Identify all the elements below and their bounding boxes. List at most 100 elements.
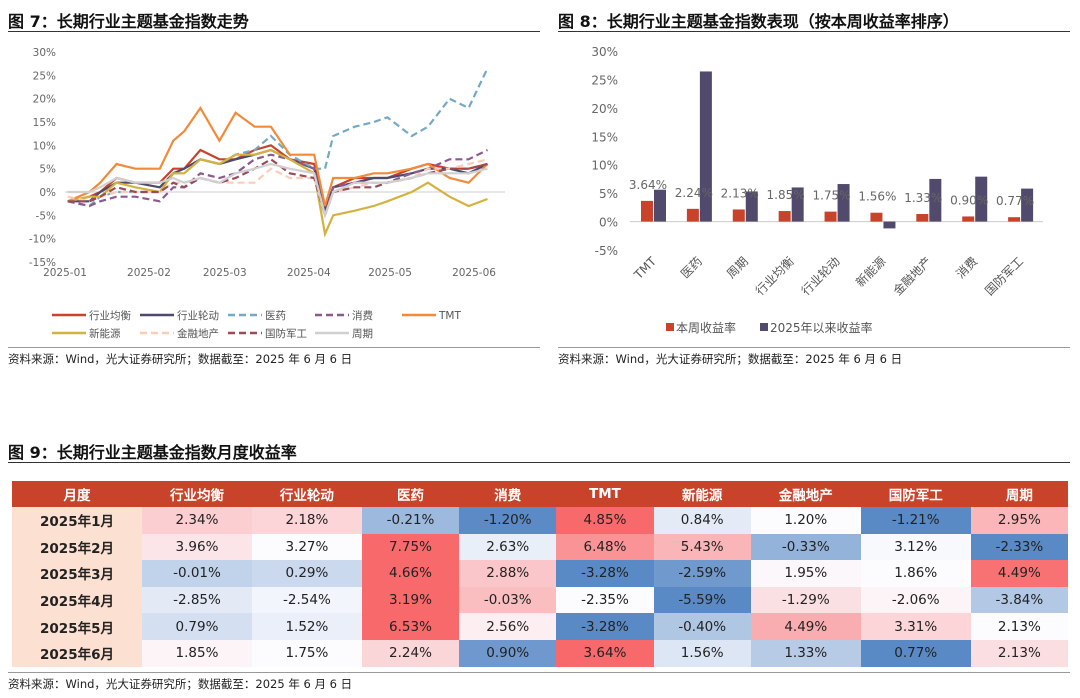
return-cell: 1.33% [750,639,861,667]
bar-ytd [745,191,758,222]
x-tick-label: 医药 [678,254,705,281]
return-cell: -1.29% [750,586,861,614]
return-cell: -0.03% [459,586,557,614]
return-cell: 4.49% [750,613,861,640]
table-row: 2025年1月 2.34% 2.18% -0.21% -1.20% 4.85% 0.84% 1… [12,507,1068,534]
bar-week [824,211,837,222]
y-tick-label: 15% [33,117,56,129]
y-tick-label: 25% [33,70,56,82]
figure-9-source: 资料来源：Wind，光大证券研究所；数据截至：2025 年 6 月 6 日 [8,672,1070,692]
series-line-0 [67,144,488,215]
y-tick-label: -10% [29,234,56,246]
x-tick-label: 新能源 [852,254,888,290]
return-cell: 3.19% [361,586,460,614]
month-cell: 2025年5月 [12,613,142,640]
bar-ytd [1021,188,1034,222]
x-tick-label: 2025-02 [127,267,171,279]
return-cell: -2.35% [556,586,654,614]
legend-swatch [760,323,768,331]
return-cell: 1.52% [251,613,362,640]
data-label: 0.90% [950,193,988,207]
y-tick-label: -5% [595,244,618,258]
month-cell: 2025年3月 [12,560,142,587]
y-tick-label: 30% [591,45,618,59]
figure-7-source: 资料来源：Wind，光大证券研究所；数据截至：2025 年 6 月 6 日 [8,347,540,367]
return-cell: 4.66% [361,560,460,587]
return-cell: -0.40% [653,613,751,640]
x-tick-label: TMT [631,254,660,283]
bar-week [732,209,745,222]
month-cell: 2025年4月 [12,586,142,614]
figure-8-source: 资料来源：Wind，光大证券研究所；数据截至：2025 年 6 月 6 日 [558,347,1070,367]
x-tick-label: 行业均衡 [753,254,797,298]
series-line-4 [67,105,489,207]
return-cell: 2.24% [361,639,460,667]
return-cell: -3.28% [556,560,654,587]
y-tick-label: 25% [591,73,618,87]
return-cell: 1.86% [860,560,971,587]
legend-label: 新能源 [89,327,121,340]
return-cell: -5.59% [653,586,751,614]
return-cell: -2.59% [653,560,751,587]
bar-week [870,212,883,222]
column-header: 金融地产 [750,481,861,507]
return-cell: 6.48% [556,533,654,561]
return-cell: 2.18% [251,507,362,534]
legend-label: 金融地产 [177,327,219,340]
return-cell: 1.75% [251,639,362,667]
bar-week [778,211,791,222]
series-line-1 [67,148,488,215]
series-line-5 [67,148,488,238]
bar-chart: 30% 25% 20% 15% 10% 5% 0% -5% 3.64% TMT 2.24% 医药 2.1… [591,45,1043,335]
y-tick-label: 5% [599,187,618,201]
data-label: 1.85% [767,188,805,202]
x-tick-label: 2025-03 [203,267,247,279]
return-cell: -0.01% [142,560,252,587]
month-cell: 2025年1月 [12,507,142,534]
return-cell: 2.13% [970,639,1068,667]
return-cell: 0.77% [860,639,971,667]
table-row: 2025年2月 3.96% 3.27% 7.75% 2.63% 6.48% 5.43% -0.… [12,533,1068,561]
legend-swatch [666,323,674,331]
data-label: 2.13% [721,186,759,200]
data-label: 0.77% [996,194,1034,208]
month-cell: 2025年6月 [12,639,142,667]
column-header: 国防军工 [860,481,971,507]
return-cell: 2.63% [459,533,557,561]
x-tick-label: 2025-01 [43,267,87,279]
return-cell: 2.13% [970,613,1068,640]
legend-label: 周期 [352,328,373,340]
data-label: 1.56% [858,190,896,204]
return-cell: 0.84% [653,507,751,534]
column-header: TMT [556,481,654,507]
legend-label: 2025年以来收益率 [770,320,873,335]
series-line-8 [67,162,488,220]
return-cell: -0.21% [361,507,460,534]
month-cell: 2025年2月 [12,533,142,561]
legend-label: 消费 [352,309,373,322]
y-tick-label: 30% [33,47,56,59]
return-cell: 3.64% [556,639,654,667]
column-header: 医药 [361,481,460,507]
return-cell: 3.96% [142,533,252,561]
x-tick-label: 2025-04 [287,267,331,279]
line-chart: 30% 25% 20% 15% 10% 5% 0% -5% -10% -15%2025-01 202… [29,47,505,340]
table-row: 2025年3月 -0.01% 0.29% 4.66% 2.88% -3.28% -2.59%… [12,560,1068,587]
return-cell: 0.79% [142,613,252,640]
return-cell: -0.33% [750,533,861,561]
return-cell: -2.85% [142,586,252,614]
y-tick-label: -15% [29,257,56,269]
column-header: 新能源 [653,481,751,507]
return-cell: 4.49% [970,560,1068,587]
y-tick-label: 0% [39,187,56,199]
return-cell: 5.43% [653,533,751,561]
data-label: 3.64% [629,178,667,192]
y-tick-label: 0% [599,216,618,230]
return-cell: 2.56% [459,613,557,640]
return-cell: 4.85% [556,507,654,534]
legend-label: 本周收益率 [676,320,736,335]
figure-9-title: 图 9：长期行业主题基金指数月度收益率 [8,437,1070,463]
bar-week [962,216,975,222]
y-tick-label: 20% [33,94,56,106]
data-label: 1.33% [904,191,942,205]
